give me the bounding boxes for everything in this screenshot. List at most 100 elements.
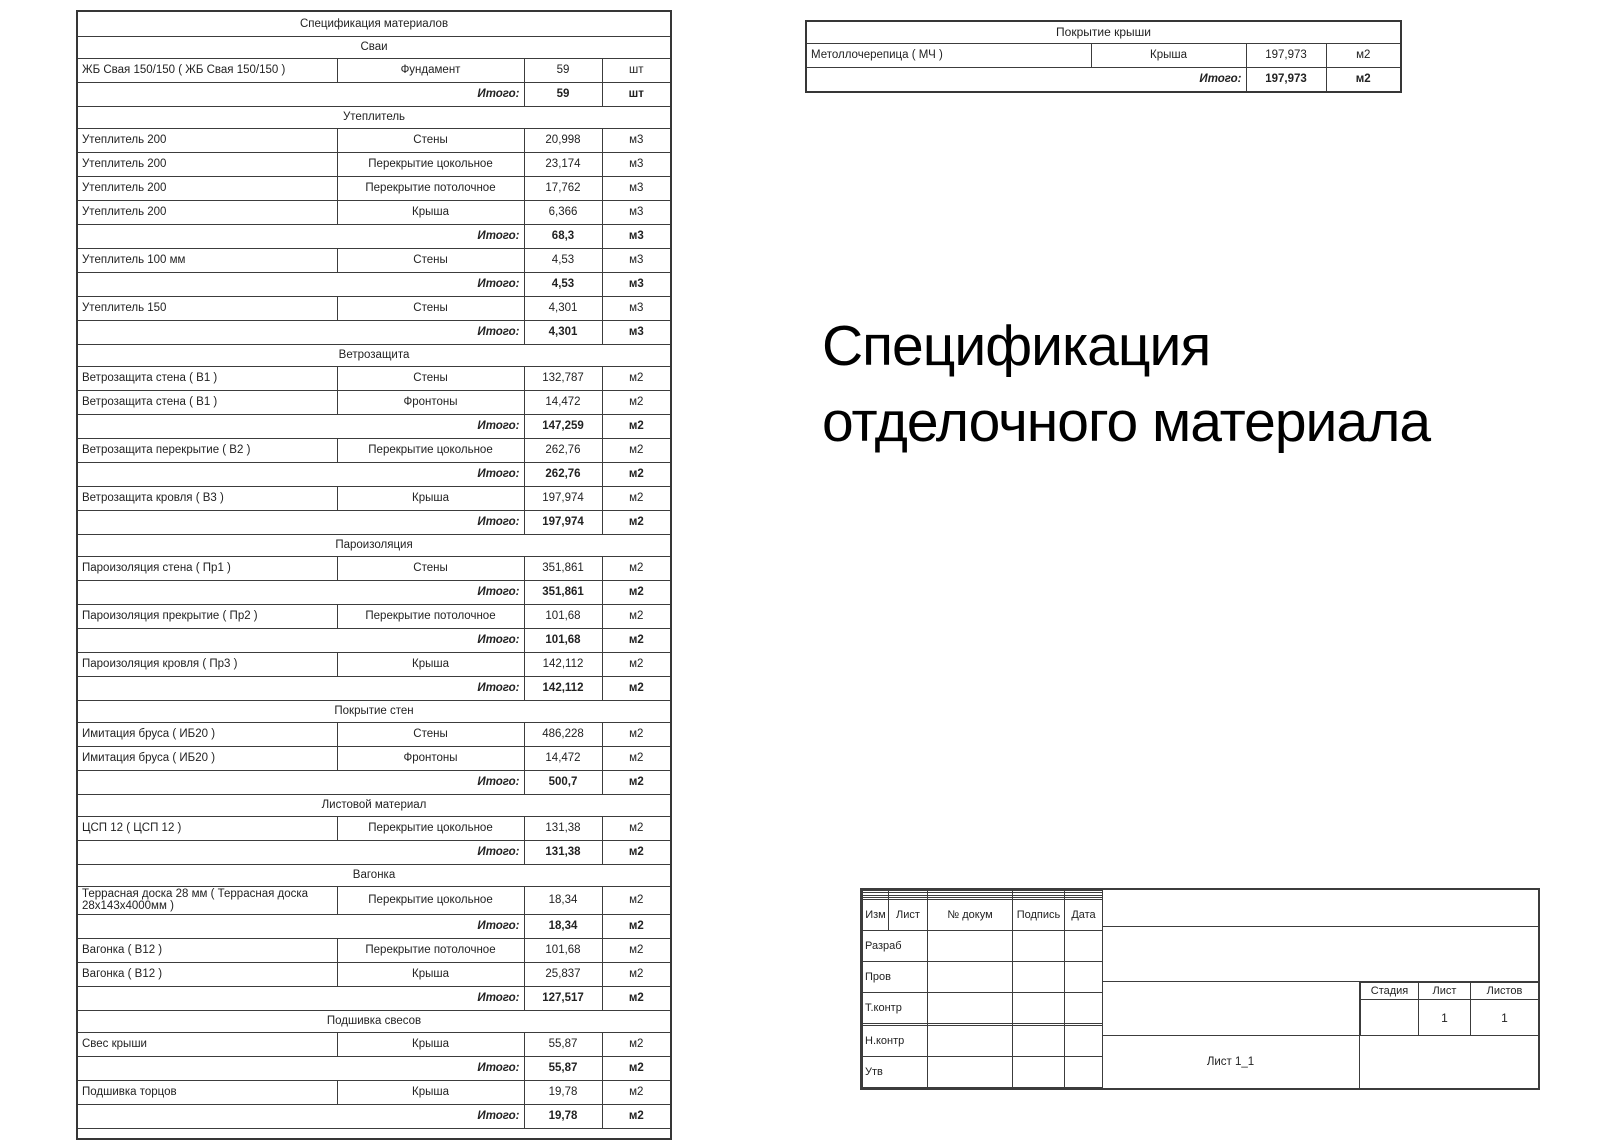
total-label: Итого:: [76, 628, 525, 653]
roof-table-body: Покрытие крыши Метоллочерепица ( МЧ ) Кры…: [805, 20, 1402, 93]
total-label: Итого:: [76, 272, 525, 297]
material-location: Крыша: [336, 1079, 525, 1105]
material-unit: м2: [601, 937, 672, 963]
material-unit: м3: [601, 200, 672, 225]
material-location: Стены: [336, 248, 525, 273]
row-total: Итого: 262,76 м2: [76, 462, 672, 487]
total-qty: 500,7: [523, 770, 603, 795]
stamp-sign-row: Т.контр: [862, 991, 1103, 1024]
row-total: Итого: 59 шт: [76, 82, 672, 107]
stamp-sign-cell: [1012, 991, 1065, 1024]
material-qty: 19,78: [523, 1079, 603, 1105]
material-unit: м3: [601, 176, 672, 201]
stamp-empty-row: [862, 896, 1103, 901]
row-item: Метоллочерепица ( МЧ ) Крыша 197,973 м2: [805, 43, 1402, 68]
row-section: Сваи: [76, 36, 672, 59]
row-item: Подшивка торцов Крыша 19,78 м2: [76, 1079, 672, 1105]
row-item: Утеплитель 200 Перекрытие потолочное 17,76…: [76, 176, 672, 201]
material-location: Стены: [336, 366, 525, 391]
row-item: Утеплитель 200 Стены 20,998 м3: [76, 128, 672, 153]
stamp-sign-cell: [927, 1056, 1013, 1088]
row-total: Итого: 500,7 м2: [76, 770, 672, 795]
stamp-sheet-band: Лист 1_1: [1102, 1036, 1538, 1088]
material-name: Утеплитель 100 мм: [76, 248, 338, 273]
spec-table-title: Спецификация материалов: [76, 10, 672, 37]
material-name: Вагонка ( В12 ): [76, 961, 338, 987]
material-name: Утеплитель 200: [76, 176, 338, 201]
stamp-sign-cell: [1064, 991, 1103, 1024]
section-label: Сваи: [76, 36, 672, 59]
row-item: Террасная доска 28 мм ( Террасная доска …: [76, 886, 672, 915]
total-label: Итого:: [76, 840, 525, 865]
total-label: Итого:: [76, 224, 525, 249]
section-label: Утеплитель: [76, 106, 672, 129]
material-location: Стены: [336, 128, 525, 153]
material-name: Террасная доска 28 мм ( Террасная доска …: [76, 886, 338, 915]
total-unit: шт: [601, 82, 672, 107]
row-total: Итого: 18,34 м2: [76, 913, 672, 939]
total-qty: 131,38: [523, 840, 603, 865]
material-name: Ветрозащита стена ( В1 ): [76, 390, 338, 415]
material-qty: 14,472: [523, 746, 603, 771]
total-unit: м2: [601, 840, 672, 865]
material-unit: м2: [601, 746, 672, 771]
total-qty: 197,973: [1245, 67, 1327, 93]
stamp-sign-row: Пров: [862, 961, 1103, 993]
row-item: Утеплитель 150 Стены 4,301 м3: [76, 296, 672, 321]
stamp-sign-cell: [1012, 1025, 1065, 1058]
material-location: Крыша: [336, 652, 525, 677]
material-qty: 197,973: [1245, 43, 1327, 68]
material-unit: м2: [601, 438, 672, 463]
stamp-sign-cell: [927, 961, 1013, 993]
total-label: Итого:: [76, 580, 525, 605]
stamp-col-header: № докум: [927, 899, 1013, 932]
total-qty: 101,68: [523, 628, 603, 653]
row-item: Вагонка ( В12 ) Перекрытие потолочное 101,…: [76, 937, 672, 963]
row-item: ЦСП 12 ( ЦСП 12 ) Перекрытие цокольное 131…: [76, 816, 672, 841]
total-unit: м3: [601, 320, 672, 345]
row-item: Пароизоляция прекрытие ( Пр2 ) Перекрытие…: [76, 604, 672, 629]
material-unit: м3: [601, 128, 672, 153]
row-item: ЖБ Свая 150/150 ( ЖБ Свая 150/150 ) Фунда…: [76, 58, 672, 83]
section-label: Ветрозащита: [76, 344, 672, 367]
material-qty: 4,301: [523, 296, 603, 321]
row-item: Имитация бруса ( ИБ20 ) Стены 486,228 м2: [76, 722, 672, 747]
roof-covering-table: Покрытие крыши Метоллочерепица ( МЧ ) Кры…: [805, 20, 1402, 93]
row-total: Итого: 351,861 м2: [76, 580, 672, 605]
total-unit: м2: [601, 770, 672, 795]
row-item: Ветрозащита перекрытие ( В2 ) Перекрытие …: [76, 438, 672, 463]
material-name: Ветрозащита перекрытие ( В2 ): [76, 438, 338, 463]
material-location: Фронтоны: [336, 746, 525, 771]
material-qty: 59: [523, 58, 603, 83]
stage-value: 1: [1470, 999, 1539, 1036]
stamp-role-label: Утв: [862, 1056, 928, 1088]
stamp-sign-cell: [1064, 1056, 1103, 1088]
material-unit: м2: [601, 1079, 672, 1105]
total-label: Итого:: [76, 320, 525, 345]
stamp-sign-cell: [1064, 1025, 1103, 1058]
total-unit: м2: [601, 628, 672, 653]
material-qty: 142,112: [523, 652, 603, 677]
total-label: Итого:: [76, 462, 525, 487]
spec-title-row: Спецификация материалов: [76, 10, 672, 37]
stamp-sign-cell: [1012, 961, 1065, 993]
row-item: Утеплитель 200 Крыша 6,366 м3: [76, 200, 672, 225]
total-label: Итого:: [76, 510, 525, 535]
material-name: Метоллочерепица ( МЧ ): [805, 43, 1092, 68]
total-label: Итого:: [76, 770, 525, 795]
title-block: Изм Лист № докум Подпись Дата Разраб Пров Т.кон…: [860, 888, 1540, 1090]
stage-col-header: Листов: [1470, 981, 1539, 1001]
total-label: Итого:: [76, 1103, 525, 1129]
total-qty: 68,3: [523, 224, 603, 249]
total-unit: м2: [601, 580, 672, 605]
material-unit: м3: [601, 296, 672, 321]
stamp-doc-code-cell: [1102, 890, 1538, 927]
stamp-sheet-label: Лист 1_1: [1102, 1036, 1360, 1088]
material-qty: 23,174: [523, 152, 603, 177]
row-section: Вагонка: [76, 864, 672, 887]
row-total: Итого: 68,3 м3: [76, 224, 672, 249]
row-item: Утеплитель 100 мм Стены 4,53 м3: [76, 248, 672, 273]
total-qty: 19,78: [523, 1103, 603, 1129]
stamp-sign-row: Н.контр: [862, 1025, 1103, 1058]
